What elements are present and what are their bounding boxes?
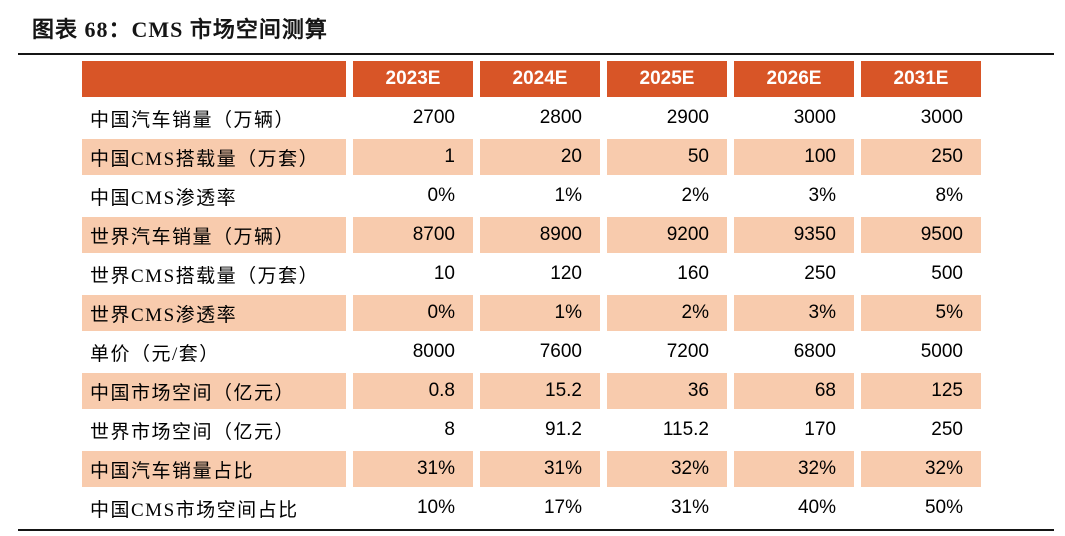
cell-value: 9500 <box>861 217 981 253</box>
cell-value: 170 <box>804 419 836 440</box>
cell-value: 0% <box>427 185 455 206</box>
cell-value: 32% <box>607 451 727 487</box>
cell-value: 1% <box>480 295 600 331</box>
cell-value: 50% <box>924 497 963 518</box>
cell-value: 3% <box>734 295 854 331</box>
cell-value: 36 <box>607 373 727 409</box>
market-table: 2023E 2024E 2025E 2026E 2031E 中国汽车销量（万辆） 2700… <box>75 58 988 529</box>
row-label: 中国CMS渗透率 <box>90 187 238 209</box>
cell-value: 8 <box>444 419 455 440</box>
cell-value: 7600 <box>539 341 582 362</box>
row-label: 中国CMS市场空间占比 <box>90 499 299 521</box>
cell-value: 9200 <box>607 217 727 253</box>
row-label: 世界市场空间（亿元） <box>90 421 296 443</box>
cell-value: 20 <box>480 139 600 175</box>
cell-value: 31% <box>480 451 600 487</box>
row-label: 单价（元/套） <box>90 343 220 365</box>
cell-value: 32% <box>734 451 854 487</box>
cell-value: 40% <box>797 497 836 518</box>
cell-value: 100 <box>734 139 854 175</box>
column-header: 2025E <box>607 61 727 97</box>
column-header: 2026E <box>734 61 854 97</box>
cell-value: 91.2 <box>545 419 582 440</box>
cell-value: 120 <box>550 263 582 284</box>
cell-value: 31% <box>353 451 473 487</box>
table-header: 2023E 2024E 2025E 2026E 2031E <box>82 61 981 97</box>
table-row: 世界汽车销量（万辆） 8700 8900 9200 9350 9500 <box>82 217 981 253</box>
table-row: 中国汽车销量（万辆） 2700 2800 2900 3000 3000 <box>82 100 981 136</box>
cell-value: 17% <box>543 497 582 518</box>
table-row: 中国汽车销量占比 31% 31% 32% 32% 32% <box>82 451 981 487</box>
row-label: 世界汽车销量（万辆） <box>82 217 346 253</box>
header-corner-cell <box>82 61 346 97</box>
table-row: 中国市场空间（亿元） 0.8 15.2 36 68 125 <box>82 373 981 409</box>
row-label: 世界CMS搭载量（万套） <box>90 265 320 287</box>
column-header: 2024E <box>480 61 600 97</box>
cell-value: 500 <box>931 263 963 284</box>
table-row: 世界CMS搭载量（万套） 10 120 160 250 500 <box>82 256 981 292</box>
cell-value: 125 <box>861 373 981 409</box>
cell-value: 31% <box>670 497 709 518</box>
cell-value: 32% <box>861 451 981 487</box>
cell-value: 2800 <box>539 107 582 128</box>
cell-value: 160 <box>677 263 709 284</box>
cell-value: 250 <box>861 139 981 175</box>
table-bottom-rule <box>18 529 1054 531</box>
table-row: 单价（元/套） 8000 7600 7200 6800 5000 <box>82 334 981 370</box>
row-label: 世界CMS渗透率 <box>82 295 346 331</box>
table-row: 世界市场空间（亿元） 8 91.2 115.2 170 250 <box>82 412 981 448</box>
row-label: 中国市场空间（亿元） <box>82 373 346 409</box>
title-divider-rule <box>18 53 1054 55</box>
cell-value: 5000 <box>920 341 963 362</box>
cell-value: 1% <box>554 185 582 206</box>
cell-value: 6800 <box>793 341 836 362</box>
cell-value: 2% <box>607 295 727 331</box>
column-header: 2031E <box>861 61 981 97</box>
cell-value: 8700 <box>353 217 473 253</box>
cell-value: 250 <box>931 419 963 440</box>
cell-value: 10% <box>416 497 455 518</box>
cell-value: 1 <box>353 139 473 175</box>
cell-value: 7200 <box>666 341 709 362</box>
cell-value: 5% <box>861 295 981 331</box>
row-label: 中国汽车销量（万辆） <box>90 109 296 131</box>
cell-value: 15.2 <box>480 373 600 409</box>
cell-value: 8000 <box>412 341 455 362</box>
cell-value: 50 <box>607 139 727 175</box>
cell-value: 0.8 <box>353 373 473 409</box>
table-row: 中国CMS搭载量（万套） 1 20 50 100 250 <box>82 139 981 175</box>
column-header: 2023E <box>353 61 473 97</box>
cell-value: 3000 <box>793 107 836 128</box>
cell-value: 3000 <box>920 107 963 128</box>
cell-value: 8% <box>935 185 963 206</box>
cell-value: 2% <box>681 185 709 206</box>
figure-title: 图表 68：CMS 市场空间测算 <box>32 17 328 42</box>
cell-value: 115.2 <box>662 419 709 440</box>
cell-value: 10 <box>433 263 455 284</box>
cell-value: 0% <box>353 295 473 331</box>
cell-value: 8900 <box>480 217 600 253</box>
row-label: 中国CMS搭载量（万套） <box>82 139 346 175</box>
table-row: 中国CMS渗透率 0% 1% 2% 3% 8% <box>82 178 981 214</box>
table-body: 中国汽车销量（万辆） 2700 2800 2900 3000 3000 中国CMS搭载量（万… <box>82 100 981 526</box>
cell-value: 3% <box>808 185 836 206</box>
table-row: 中国CMS市场空间占比 10% 17% 31% 40% 50% <box>82 490 981 526</box>
cell-value: 68 <box>734 373 854 409</box>
header-row: 2023E 2024E 2025E 2026E 2031E <box>82 61 981 97</box>
cell-value: 2700 <box>412 107 455 128</box>
cell-value: 9350 <box>734 217 854 253</box>
table-row: 世界CMS渗透率 0% 1% 2% 3% 5% <box>82 295 981 331</box>
cell-value: 250 <box>804 263 836 284</box>
cell-value: 2900 <box>666 107 709 128</box>
row-label: 中国汽车销量占比 <box>82 451 346 487</box>
